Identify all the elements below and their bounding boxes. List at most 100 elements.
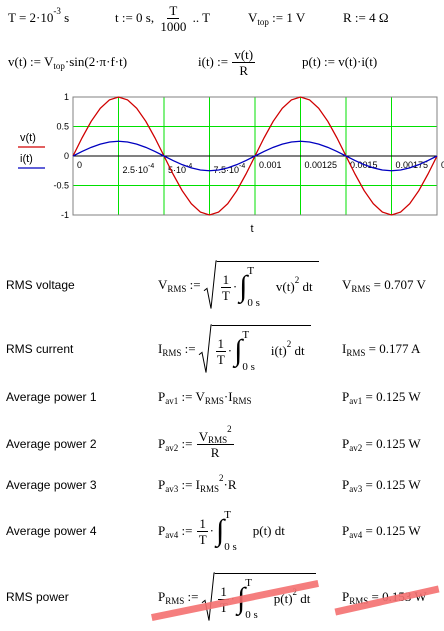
math-text: T: [216, 351, 225, 367]
x-tick-label: 0.00175: [396, 160, 429, 170]
math-text: R: [210, 444, 220, 460]
T-definition: T = 2·10 -3 s: [8, 0, 69, 48]
math-text: RMS current: [6, 342, 74, 356]
i-definition: i(t) := v(t) R: [198, 32, 256, 92]
y-tick-label: -1: [61, 210, 69, 220]
math-text: top: [53, 61, 65, 71]
math-text: RMS: [162, 348, 182, 358]
math-text: P: [342, 477, 350, 492]
x-tick-label: 0.002: [441, 160, 444, 170]
row-label: Average power 3: [6, 455, 97, 515]
math-text: av3: [165, 484, 179, 494]
math-text: T: [245, 577, 252, 589]
chart: -1-0.500.510 2.5·10-4 5·10-4 7.5·10-4 0.001 0…: [18, 92, 444, 235]
row-label: RMS current: [6, 319, 73, 379]
math-text: Average power 3: [6, 478, 97, 492]
legend-label: v(t): [20, 132, 36, 144]
math-text: = 0.125 W: [362, 389, 421, 404]
math-text: s: [60, 10, 70, 25]
math-text: dt: [297, 591, 311, 606]
series-line: [72, 140, 438, 172]
math-text: .. T: [189, 10, 211, 25]
math-text: = 0.707 V: [370, 277, 426, 292]
math-text: P: [342, 436, 350, 451]
math-text: -3: [53, 6, 61, 16]
math-text: :=: [184, 589, 202, 604]
math-text: 1: [215, 335, 227, 352]
math-layout: T 0 s: [242, 329, 255, 373]
math-text: 1: [218, 583, 229, 600]
math-text: av1: [349, 396, 363, 406]
math-text: ·: [227, 343, 233, 358]
math-text: T: [224, 509, 231, 521]
math-text: := 1 V: [268, 10, 306, 25]
math-text: ·I: [223, 389, 233, 404]
math-text: dt: [291, 343, 305, 358]
math-text: R: [239, 62, 249, 78]
math-text: 2: [292, 587, 298, 597]
math-text: Average power 2: [6, 437, 97, 451]
math-text: T: [219, 599, 228, 615]
math-layout: V RMS 2 R: [196, 424, 234, 460]
math-text: dt: [299, 279, 313, 294]
math-layout: T 0 s: [245, 577, 258, 621]
math-text: T: [198, 531, 207, 547]
y-tick-label: 1: [64, 92, 69, 102]
math-text: top: [257, 17, 269, 27]
math-text: 1000: [160, 18, 187, 34]
math-text: T: [247, 265, 255, 277]
math-text: I: [158, 341, 163, 356]
x-tick-label-exponent: -4: [239, 163, 245, 170]
math-layout: ∫T 0 s: [239, 265, 264, 309]
row-label: RMS power: [6, 567, 69, 627]
math-text: RMS: [346, 348, 366, 358]
math-text: ∫: [215, 514, 225, 547]
math-text: = 0.125 W: [362, 436, 421, 451]
math-text: RMS: [232, 396, 252, 406]
math-text: av4: [349, 530, 363, 540]
y-tick-label: -0.5: [53, 181, 69, 191]
math-text: v(t) := V: [8, 54, 54, 69]
row-label: RMS voltage: [6, 255, 75, 315]
math-layout: [204, 261, 217, 309]
R-definition: R := 4 Ω: [343, 0, 389, 48]
row-label: Average power 2: [6, 414, 97, 474]
math-text: V: [158, 277, 168, 292]
math-text: 2: [219, 473, 224, 483]
math-text: i(t) :=: [198, 54, 232, 69]
math-text: P: [158, 477, 166, 492]
math-layout: T 0 s: [247, 265, 260, 309]
formula: I RMS := 1 T · ∫ T 0 s i(t) 2 dt: [158, 319, 311, 379]
math-text: P: [342, 523, 350, 538]
math-layout: [202, 573, 215, 621]
math-text: = 0.125 W: [362, 523, 421, 538]
math-text: := I: [178, 477, 201, 492]
x-tick-label-exponent: -4: [148, 163, 154, 170]
result: I RMS = 0.177 A: [342, 319, 420, 379]
math-text: P: [158, 589, 166, 604]
x-tick-label: 5·10-4: [168, 163, 192, 175]
x-tick-label: 0.001: [259, 160, 282, 170]
x-tick-label-base: 2.5·10: [123, 165, 149, 175]
row-label: Average power 1: [6, 367, 97, 427]
math-text: av3: [349, 484, 363, 494]
math-text: ·: [232, 279, 238, 294]
math-text: Average power 4: [6, 524, 97, 538]
x-tick-label: 7.5·10-4: [214, 163, 246, 175]
result: V RMS = 0.707 V: [342, 255, 426, 315]
math-text: 1: [197, 515, 208, 532]
t-definition: t := 0 s, T 1000 .. T: [115, 0, 210, 48]
math-text: V: [342, 277, 352, 292]
math-text: p(t) dt: [252, 523, 285, 538]
math-text: P: [158, 436, 166, 451]
math-text: RMS: [165, 596, 185, 606]
math-layout: 1 T · ∫ T 0 s v(t) 2 dt: [216, 261, 319, 309]
math-layout: [199, 325, 212, 373]
math-text: RMS: [349, 596, 369, 606]
y-tick-label: 0: [64, 151, 69, 161]
math-text: 0 s: [224, 541, 237, 553]
